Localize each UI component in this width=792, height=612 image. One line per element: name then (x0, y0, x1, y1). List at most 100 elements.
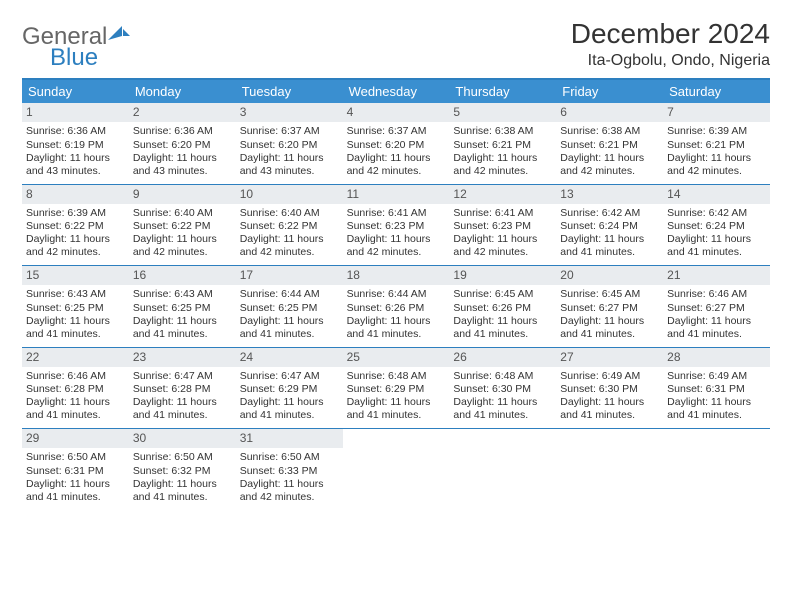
day-cell: 3Sunrise: 6:37 AMSunset: 6:20 PMDaylight… (236, 103, 343, 184)
sunset-text: Sunset: 6:33 PM (240, 465, 339, 478)
day-number: 2 (129, 103, 236, 122)
sunrise-text: Sunrise: 6:46 AM (667, 288, 766, 301)
sunset-text: Sunset: 6:22 PM (26, 220, 125, 233)
sunrise-text: Sunrise: 6:38 AM (560, 125, 659, 138)
day-cell: 26Sunrise: 6:48 AMSunset: 6:30 PMDayligh… (449, 348, 556, 429)
empty-cell (343, 429, 450, 510)
day-header-mon: Monday (129, 80, 236, 103)
sail-icon (108, 20, 130, 34)
daylight-text: Daylight: 11 hours and 42 minutes. (453, 233, 552, 259)
day-cell: 16Sunrise: 6:43 AMSunset: 6:25 PMDayligh… (129, 266, 236, 347)
day-number: 27 (556, 348, 663, 367)
daylight-text: Daylight: 11 hours and 41 minutes. (240, 315, 339, 341)
sunset-text: Sunset: 6:25 PM (26, 302, 125, 315)
day-cell: 2Sunrise: 6:36 AMSunset: 6:20 PMDaylight… (129, 103, 236, 184)
sunrise-text: Sunrise: 6:50 AM (26, 451, 125, 464)
day-cell: 29Sunrise: 6:50 AMSunset: 6:31 PMDayligh… (22, 429, 129, 510)
day-header-sat: Saturday (663, 80, 770, 103)
sunset-text: Sunset: 6:22 PM (133, 220, 232, 233)
brand-part2: Blue (50, 45, 131, 70)
week-row: 15Sunrise: 6:43 AMSunset: 6:25 PMDayligh… (22, 266, 770, 348)
daylight-text: Daylight: 11 hours and 42 minutes. (240, 233, 339, 259)
day-header-row: Sunday Monday Tuesday Wednesday Thursday… (22, 80, 770, 103)
daylight-text: Daylight: 11 hours and 41 minutes. (453, 315, 552, 341)
day-number: 25 (343, 348, 450, 367)
sunrise-text: Sunrise: 6:39 AM (667, 125, 766, 138)
sunset-text: Sunset: 6:19 PM (26, 139, 125, 152)
day-number: 31 (236, 429, 343, 448)
sunrise-text: Sunrise: 6:49 AM (667, 370, 766, 383)
day-cell: 20Sunrise: 6:45 AMSunset: 6:27 PMDayligh… (556, 266, 663, 347)
sunrise-text: Sunrise: 6:48 AM (347, 370, 446, 383)
day-cell: 18Sunrise: 6:44 AMSunset: 6:26 PMDayligh… (343, 266, 450, 347)
daylight-text: Daylight: 11 hours and 42 minutes. (26, 233, 125, 259)
day-cell: 17Sunrise: 6:44 AMSunset: 6:25 PMDayligh… (236, 266, 343, 347)
weeks-container: 1Sunrise: 6:36 AMSunset: 6:19 PMDaylight… (22, 103, 770, 510)
sunrise-text: Sunrise: 6:50 AM (133, 451, 232, 464)
sunset-text: Sunset: 6:29 PM (347, 383, 446, 396)
day-cell: 24Sunrise: 6:47 AMSunset: 6:29 PMDayligh… (236, 348, 343, 429)
daylight-text: Daylight: 11 hours and 43 minutes. (133, 152, 232, 178)
day-header-fri: Friday (556, 80, 663, 103)
daylight-text: Daylight: 11 hours and 41 minutes. (667, 233, 766, 259)
sunset-text: Sunset: 6:23 PM (347, 220, 446, 233)
daylight-text: Daylight: 11 hours and 42 minutes. (133, 233, 232, 259)
day-cell: 23Sunrise: 6:47 AMSunset: 6:28 PMDayligh… (129, 348, 236, 429)
sunset-text: Sunset: 6:25 PM (240, 302, 339, 315)
sunrise-text: Sunrise: 6:46 AM (26, 370, 125, 383)
day-cell: 10 Sunrise: 6:40 AMSunset: 6:22 PMDayligh… (236, 185, 343, 266)
daylight-text: Daylight: 11 hours and 41 minutes. (133, 315, 232, 341)
day-cell: 6Sunrise: 6:38 AMSunset: 6:21 PMDaylight… (556, 103, 663, 184)
title-block: December 2024 Ita-Ogbolu, Ondo, Nigeria (571, 18, 770, 70)
daylight-text: Daylight: 11 hours and 43 minutes. (240, 152, 339, 178)
day-cell: 31Sunrise: 6:50 AMSunset: 6:33 PMDayligh… (236, 429, 343, 510)
month-title: December 2024 (571, 18, 770, 50)
sunrise-text: Sunrise: 6:40 AM (240, 207, 339, 220)
sunrise-text: Sunrise: 6:41 AM (453, 207, 552, 220)
sunset-text: Sunset: 6:24 PM (667, 220, 766, 233)
sunrise-text: Sunrise: 6:44 AM (240, 288, 339, 301)
day-number: 9 (129, 185, 236, 204)
day-cell: 28Sunrise: 6:49 AMSunset: 6:31 PMDayligh… (663, 348, 770, 429)
daylight-text: Daylight: 11 hours and 42 minutes. (240, 478, 339, 504)
daylight-text: Daylight: 11 hours and 41 minutes. (453, 396, 552, 422)
day-number: 15 (22, 266, 129, 285)
calendar-page: GeneralBlue December 2024 Ita-Ogbolu, On… (0, 0, 792, 528)
day-number: 23 (129, 348, 236, 367)
day-number: 30 (129, 429, 236, 448)
day-cell: 27Sunrise: 6:49 AMSunset: 6:30 PMDayligh… (556, 348, 663, 429)
location-subtitle: Ita-Ogbolu, Ondo, Nigeria (571, 52, 770, 70)
day-header-tue: Tuesday (236, 80, 343, 103)
day-number: 18 (343, 266, 450, 285)
brand-logo: GeneralBlue (22, 18, 131, 70)
day-number: 10 (236, 185, 343, 204)
day-cell: 8Sunrise: 6:39 AMSunset: 6:22 PMDaylight… (22, 185, 129, 266)
sunset-text: Sunset: 6:27 PM (560, 302, 659, 315)
sunset-text: Sunset: 6:22 PM (240, 220, 339, 233)
day-number: 24 (236, 348, 343, 367)
day-number: 4 (343, 103, 450, 122)
day-cell: 14Sunrise: 6:42 AMSunset: 6:24 PMDayligh… (663, 185, 770, 266)
sunset-text: Sunset: 6:28 PM (26, 383, 125, 396)
daylight-text: Daylight: 11 hours and 41 minutes. (347, 315, 446, 341)
sunset-text: Sunset: 6:23 PM (453, 220, 552, 233)
day-number: 5 (449, 103, 556, 122)
day-cell: 25Sunrise: 6:48 AMSunset: 6:29 PMDayligh… (343, 348, 450, 429)
sunset-text: Sunset: 6:26 PM (347, 302, 446, 315)
daylight-text: Daylight: 11 hours and 41 minutes. (133, 396, 232, 422)
sunrise-text: Sunrise: 6:42 AM (667, 207, 766, 220)
sunrise-text: Sunrise: 6:49 AM (560, 370, 659, 383)
sunrise-text: Sunrise: 6:43 AM (133, 288, 232, 301)
day-header-thu: Thursday (449, 80, 556, 103)
day-cell: 9Sunrise: 6:40 AMSunset: 6:22 PMDaylight… (129, 185, 236, 266)
empty-cell (663, 429, 770, 510)
header: GeneralBlue December 2024 Ita-Ogbolu, On… (22, 18, 770, 70)
day-number: 26 (449, 348, 556, 367)
week-row: 29Sunrise: 6:50 AMSunset: 6:31 PMDayligh… (22, 429, 770, 510)
day-number: 28 (663, 348, 770, 367)
daylight-text: Daylight: 11 hours and 41 minutes. (667, 315, 766, 341)
day-number: 29 (22, 429, 129, 448)
daylight-text: Daylight: 11 hours and 42 minutes. (667, 152, 766, 178)
sunrise-text: Sunrise: 6:47 AM (133, 370, 232, 383)
sunrise-text: Sunrise: 6:38 AM (453, 125, 552, 138)
